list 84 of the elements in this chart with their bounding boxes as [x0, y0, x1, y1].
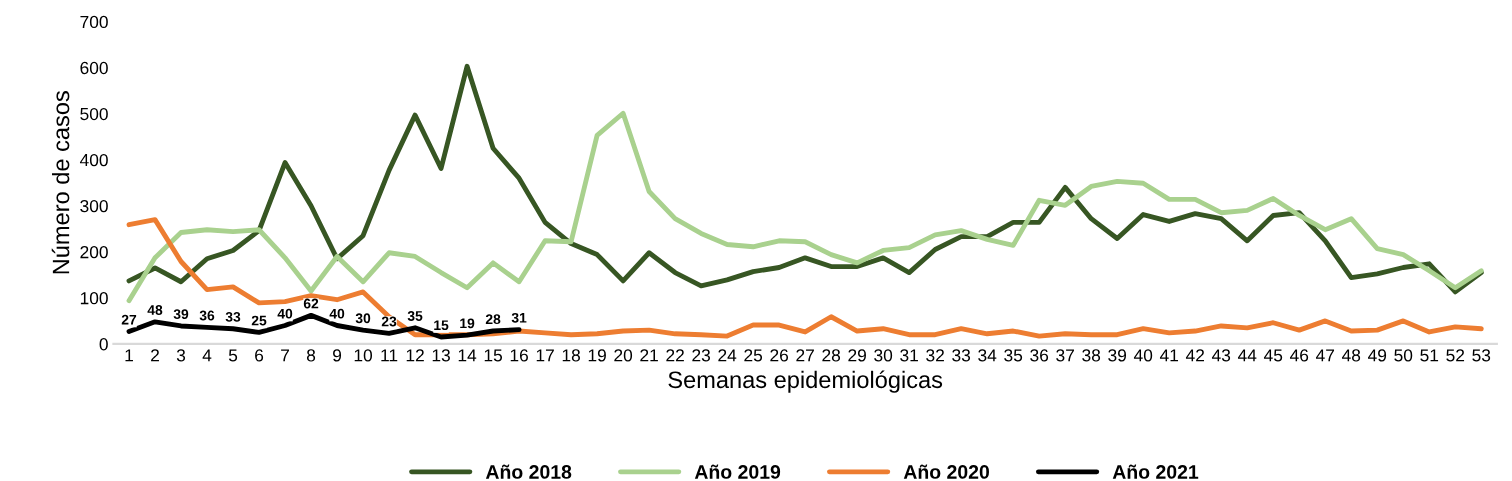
data-label: 30: [355, 313, 371, 324]
x-tick-label: 37: [1056, 349, 1074, 362]
x-tick-label: 3: [176, 349, 186, 362]
legend-label: Año 2021: [1112, 464, 1199, 479]
x-tick-label: 22: [666, 349, 684, 362]
x-tick-label: 18: [562, 349, 580, 362]
x-tick-label: 36: [1030, 349, 1049, 362]
x-tick-label: 19: [588, 349, 606, 362]
y-tick-label: 200: [80, 246, 108, 259]
x-tick-label: 1: [125, 349, 133, 362]
x-tick-label: 33: [952, 349, 971, 362]
data-label: 40: [329, 308, 345, 319]
x-tick-label: 11: [381, 349, 398, 362]
x-tick-label: 45: [1263, 349, 1283, 362]
data-label: 25: [251, 315, 267, 326]
x-tick-label: 27: [796, 349, 814, 362]
data-label: 40: [277, 308, 293, 319]
x-tick-label: 49: [1368, 349, 1387, 362]
x-tick-label: 52: [1446, 349, 1465, 362]
x-tick-label: 30: [874, 349, 893, 362]
x-tick-label: 31: [900, 349, 918, 362]
y-tick-label: 700: [80, 15, 108, 29]
line-series: [126, 63, 1484, 295]
x-tick-label: 34: [978, 349, 997, 362]
x-tick-label: 12: [406, 349, 424, 362]
x-tick-label: 44: [1237, 349, 1257, 362]
x-tick-label: 9: [333, 349, 342, 362]
x-tick-label: 16: [510, 349, 528, 362]
x-tick-label: 14: [458, 349, 477, 362]
data-label: 27: [121, 314, 137, 325]
data-label: 35: [407, 311, 423, 321]
x-tick-label: 20: [614, 349, 633, 362]
x-tick-label: 7: [281, 349, 289, 362]
x-tick-label: 38: [1082, 349, 1101, 362]
x-tick-label: 10: [354, 349, 373, 362]
x-tick-label: 4: [202, 349, 212, 362]
x-tick-label: 47: [1315, 349, 1335, 362]
x-tick-label: 13: [432, 349, 450, 362]
data-label: 15: [434, 320, 449, 331]
x-tick-label: 50: [1394, 349, 1413, 362]
x-tick-label: 25: [744, 349, 763, 362]
x-tick-label: 28: [822, 349, 841, 362]
y-tick-label: 100: [80, 292, 108, 305]
data-label: 33: [225, 311, 241, 322]
x-tick-label: 6: [255, 349, 264, 362]
y-tick-label: 0: [99, 338, 108, 351]
legend-label: Año 2020: [903, 464, 989, 479]
x-tick-label: 15: [484, 349, 503, 362]
data-label: 28: [485, 314, 501, 325]
x-tick-label: 21: [640, 349, 658, 362]
x-tick-label: 43: [1211, 349, 1231, 362]
data-label: 48: [147, 305, 163, 315]
x-tick-label: 35: [1004, 349, 1023, 362]
data-label: 62: [303, 298, 319, 309]
x-tick-label: 23: [692, 349, 711, 362]
data-label: 31: [511, 312, 527, 323]
data-label: 23: [381, 316, 397, 327]
x-tick-label: 48: [1341, 349, 1361, 362]
legend-label: Año 2019: [694, 464, 781, 479]
legend-label: Año 2018: [485, 464, 572, 479]
x-tick-label: 42: [1185, 349, 1204, 362]
y-tick-label: 600: [80, 61, 108, 75]
x-axis-title: Semanas epidemiológicas: [668, 370, 943, 393]
x-tick-label: 8: [306, 349, 316, 362]
x-tick-label: 26: [770, 349, 789, 362]
x-tick-label: 5: [228, 349, 238, 362]
y-axis-title: Número de casos: [51, 91, 70, 274]
x-tick-label: 32: [926, 349, 944, 362]
x-tick-label: 53: [1472, 349, 1491, 362]
x-tick-label: 40: [1133, 349, 1153, 362]
x-tick-label: 51: [1420, 349, 1439, 362]
x-tick-label: 29: [848, 349, 866, 362]
x-tick-label: 39: [1108, 349, 1127, 362]
data-label: 36: [199, 310, 215, 321]
y-tick-label: 500: [80, 107, 108, 121]
y-tick-label: 400: [79, 153, 108, 167]
y-tick-label: 300: [80, 199, 108, 213]
x-tick-label: 17: [536, 349, 554, 362]
x-tick-label: 41: [1159, 349, 1179, 362]
data-label: 39: [173, 309, 189, 320]
x-tick-label: 24: [718, 349, 737, 362]
x-tick-label: 46: [1289, 349, 1309, 362]
x-tick-label: 2: [151, 349, 159, 362]
data-label: 19: [460, 318, 475, 329]
